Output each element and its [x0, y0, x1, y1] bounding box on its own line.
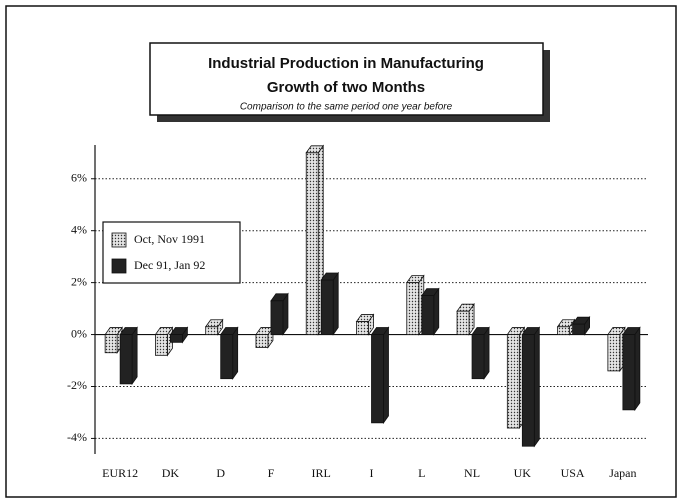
bar: [471, 334, 485, 380]
y-tick-label: 6%: [71, 171, 87, 185]
bar: [104, 334, 118, 354]
x-tick-label: F: [268, 466, 275, 480]
legend-label: Oct, Nov 1991: [134, 232, 205, 246]
y-tick-label: -4%: [67, 430, 87, 444]
bar-side: [433, 287, 440, 336]
legend-box: [102, 221, 241, 284]
x-tick-label: EUR12: [102, 466, 138, 480]
legend-swatch: [111, 232, 127, 248]
x-tick-label: NL: [464, 466, 480, 480]
bar-side: [634, 326, 641, 412]
bar: [557, 326, 570, 335]
bar: [607, 334, 621, 372]
bar: [356, 321, 369, 335]
bar: [255, 334, 269, 348]
chart-title: Industrial Production in Manufacturing: [208, 55, 484, 72]
x-tick-label: I: [370, 466, 374, 480]
bar: [119, 334, 133, 385]
bar: [305, 152, 319, 335]
x-tick-label: UK: [514, 466, 532, 480]
bar: [456, 310, 470, 335]
bar: [320, 279, 334, 335]
bar: [506, 334, 520, 429]
bar-side: [131, 326, 138, 386]
x-tick-label: USA: [561, 466, 585, 480]
bar-side: [232, 326, 239, 380]
bar-side: [383, 326, 389, 425]
bar-side: [483, 326, 490, 380]
chart-note: Comparison to the same period one year b…: [240, 102, 453, 113]
bar: [521, 334, 535, 447]
bar: [270, 300, 284, 335]
bar-side: [533, 326, 540, 448]
x-tick-label: IRL: [312, 466, 331, 480]
y-tick-label: 4%: [71, 222, 87, 236]
y-tick-label: -2%: [67, 378, 87, 392]
title-box: [149, 42, 544, 116]
legend-label: Dec 91, Jan 92: [134, 258, 205, 272]
x-tick-label: D: [216, 466, 225, 480]
bar-side: [332, 271, 339, 336]
legend-swatch: [111, 258, 127, 274]
bar: [622, 334, 636, 411]
x-tick-label: DK: [162, 466, 180, 480]
chart-subtitle: Growth of two Months: [267, 79, 425, 96]
bar: [205, 326, 219, 335]
bar: [155, 334, 168, 356]
bar: [170, 334, 183, 343]
bar: [371, 334, 384, 424]
y-tick-label: 0%: [71, 326, 87, 340]
bar: [421, 295, 435, 335]
x-tick-label: Japan: [609, 466, 636, 480]
y-tick-label: 2%: [71, 274, 87, 288]
x-tick-label: L: [418, 466, 425, 480]
bar: [406, 282, 420, 335]
bar: [220, 334, 234, 380]
bar: [572, 323, 585, 335]
